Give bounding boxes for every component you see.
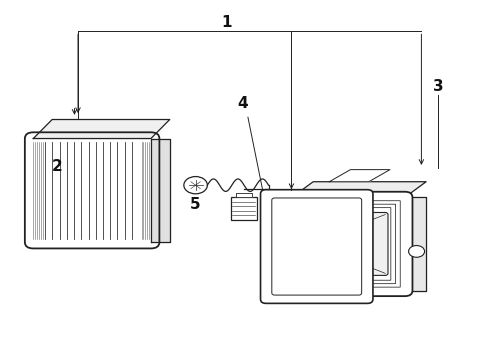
Circle shape xyxy=(409,246,424,257)
Polygon shape xyxy=(292,182,426,197)
Text: 3: 3 xyxy=(433,79,443,94)
Circle shape xyxy=(184,176,207,194)
FancyBboxPatch shape xyxy=(261,190,373,303)
Polygon shape xyxy=(33,120,170,139)
Polygon shape xyxy=(405,197,426,291)
FancyBboxPatch shape xyxy=(231,197,257,220)
FancyBboxPatch shape xyxy=(307,212,388,275)
Polygon shape xyxy=(151,139,170,242)
Polygon shape xyxy=(33,139,151,242)
Text: 1: 1 xyxy=(221,15,231,30)
Text: 2: 2 xyxy=(51,159,62,174)
Text: 5: 5 xyxy=(190,197,201,212)
FancyBboxPatch shape xyxy=(285,192,413,296)
Polygon shape xyxy=(329,170,390,182)
Text: 4: 4 xyxy=(237,96,248,112)
Polygon shape xyxy=(236,193,251,197)
